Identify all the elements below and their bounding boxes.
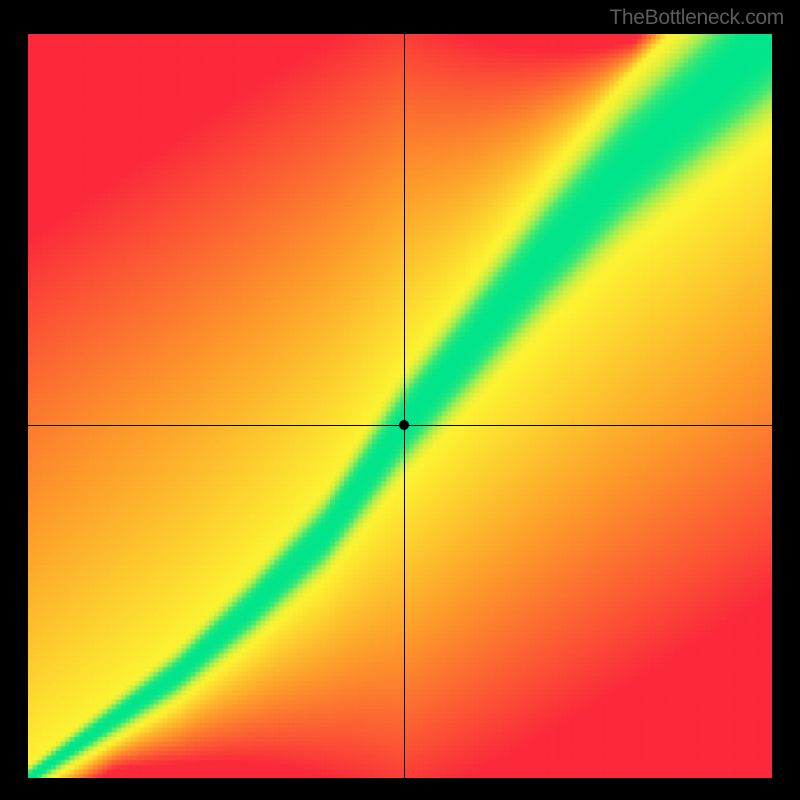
selection-marker — [399, 420, 409, 430]
watermark-text: TheBottleneck.com — [609, 6, 784, 30]
bottleneck-heatmap — [28, 34, 772, 778]
crosshair-vertical — [404, 34, 405, 778]
